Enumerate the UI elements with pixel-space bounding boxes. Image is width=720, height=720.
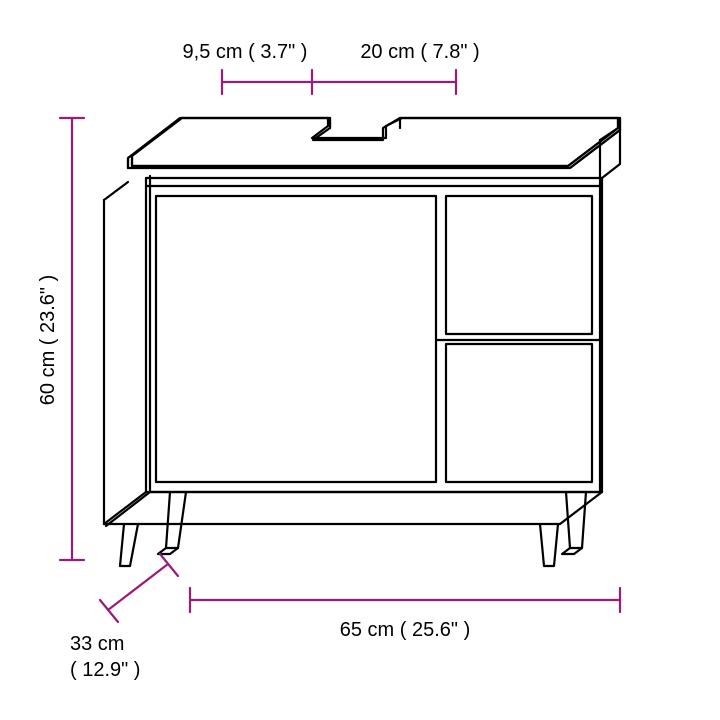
label-height: 60 cm ( 23.6" ) (37, 275, 59, 405)
cabinet-outline (104, 118, 620, 566)
dim-notch-b (312, 70, 456, 94)
label-width: 65 cm ( 25.6" ) (340, 619, 470, 641)
label-notch-b: 20 cm ( 7.8" ) (360, 41, 479, 63)
dim-height (60, 118, 84, 560)
dim-width (190, 588, 620, 612)
dim-depth (100, 554, 178, 622)
label-depth-line2: ( 12.9" ) (70, 659, 140, 681)
label-depth-line1: 33 cm (70, 633, 124, 655)
dimension-lines (60, 70, 620, 622)
label-notch-a: 9,5 cm ( 3.7" ) (183, 41, 308, 63)
dim-notch-a (222, 70, 312, 94)
dimension-diagram: 60 cm ( 23.6" ) 33 cm ( 12.9" ) 65 cm ( … (0, 0, 720, 720)
